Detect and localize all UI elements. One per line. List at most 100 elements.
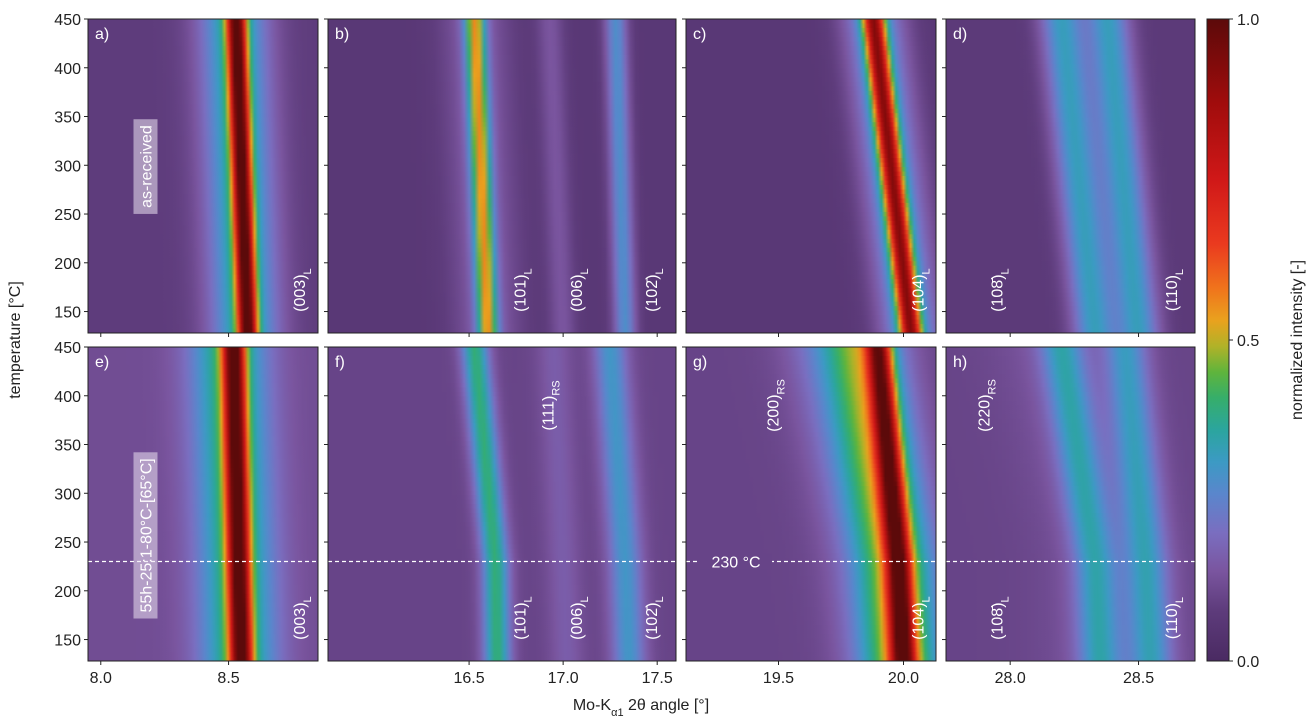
- heatmap-row: [686, 423, 936, 429]
- heatmap-row: [686, 306, 936, 312]
- heatmap-row: [946, 486, 1195, 492]
- heatmap-row: [88, 113, 318, 119]
- heatmap-row: [328, 562, 676, 568]
- heatmap-row: [328, 396, 676, 402]
- peak-label-phase: L: [999, 268, 1011, 274]
- heatmap-row: [88, 315, 318, 321]
- heatmap-row: [686, 153, 936, 159]
- heatmap-row: [88, 602, 318, 608]
- heatmap-row: [328, 504, 676, 510]
- peak-label-text: (111): [541, 396, 558, 431]
- heatmap-row: [88, 306, 318, 312]
- heatmap-row: [686, 167, 936, 173]
- heatmap-row: [686, 382, 936, 388]
- heatmap-row: [88, 373, 318, 379]
- heatmap-row: [686, 292, 936, 298]
- heatmap-row: [88, 535, 318, 541]
- heatmap-row: [946, 477, 1195, 483]
- peak-label-phase: L: [921, 596, 933, 602]
- heatmap-row: [88, 526, 318, 532]
- heatmap-row: [686, 171, 936, 177]
- heatmap-row: [686, 391, 936, 397]
- heatmap-row: [328, 198, 676, 204]
- heatmap-row: [686, 584, 936, 590]
- peak-label-text: (220): [977, 394, 994, 431]
- heatmap-row: [946, 126, 1195, 132]
- heatmap-row: [686, 27, 936, 34]
- x-axis-label-sub: α1: [611, 707, 623, 719]
- heatmap-row: [946, 387, 1195, 393]
- panel-label: c): [693, 26, 706, 43]
- heatmap-row: [686, 297, 936, 303]
- heatmap-row: [686, 571, 936, 577]
- heatmap-row: [946, 54, 1195, 60]
- heatmap-row: [88, 369, 318, 375]
- panel-frame: [945, 18, 1196, 334]
- heatmap-row: [88, 647, 318, 653]
- heatmap-row: [88, 180, 318, 186]
- heatmap-row: [946, 504, 1195, 510]
- heatmap-row: [686, 400, 936, 406]
- heatmap-row: [686, 274, 936, 280]
- heatmap-row: [946, 638, 1195, 644]
- x-tick-label: 8.0: [90, 670, 112, 687]
- heatmap-row: [88, 652, 318, 658]
- heatmap-row: [686, 508, 936, 514]
- heatmap-row: [946, 539, 1195, 545]
- heatmap-row: [686, 270, 936, 276]
- heatmap-row: [328, 436, 676, 442]
- heatmap-row: [88, 167, 318, 173]
- heatmap-row: [946, 499, 1195, 505]
- heatmap-row: [328, 589, 676, 595]
- heatmap-row: [946, 629, 1195, 635]
- heatmap-row: [686, 117, 936, 123]
- heatmap-row: [946, 620, 1195, 626]
- heatmap-row: [88, 382, 318, 388]
- heatmap-row: [946, 328, 1195, 333]
- heatmap-row: [88, 508, 318, 514]
- heatmap-row: [328, 638, 676, 644]
- heatmap-row: [946, 472, 1195, 478]
- panel-frame: [327, 18, 677, 334]
- peak-label: (003)L: [292, 268, 314, 311]
- panel-frame: [945, 346, 1196, 662]
- heatmap-row: [328, 189, 676, 195]
- y-tick-label: 300: [54, 486, 81, 503]
- heatmap-row: [686, 580, 936, 586]
- heatmap-row: [946, 521, 1195, 528]
- heatmap-row: [88, 77, 318, 83]
- heatmap-row: [88, 414, 318, 420]
- peak-label-phase: L: [999, 596, 1011, 602]
- heatmap-row: [88, 400, 318, 406]
- heatmap-row: [946, 288, 1195, 294]
- heatmap-row: [328, 122, 676, 128]
- row-label: as-received: [139, 125, 156, 208]
- heatmap-row: [686, 279, 936, 285]
- heatmap-row: [88, 378, 318, 384]
- heatmap-row: [328, 319, 676, 325]
- heatmap-row: [328, 553, 676, 559]
- heatmap-row: [88, 108, 318, 114]
- peak-label-text: (003): [292, 274, 309, 311]
- x-tick-label: 20.0: [888, 670, 919, 687]
- heatmap-row: [686, 90, 936, 96]
- heatmap-row: [686, 158, 936, 164]
- heatmap-row: [686, 607, 936, 613]
- heatmap-row: [946, 347, 1195, 353]
- peak-label-phase: L: [523, 268, 535, 274]
- heatmap-row: [946, 50, 1195, 56]
- colorbar-label: normalized intensity [-]: [1289, 260, 1306, 420]
- heatmap-row: [88, 396, 318, 402]
- heatmap-row: [88, 153, 318, 159]
- heatmap-row: [686, 517, 936, 523]
- heatmap-row: [686, 122, 936, 128]
- row-label: 55h-25:1-80°C-[65°C]: [139, 458, 156, 612]
- heatmap-row: [328, 472, 676, 478]
- heatmap-row: [88, 638, 318, 644]
- heatmap-row: [686, 328, 936, 333]
- heatmap-row: [686, 45, 936, 51]
- heatmap-row: [946, 216, 1195, 222]
- heatmap-row: [88, 54, 318, 60]
- heatmap-row: [328, 50, 676, 56]
- heatmap-row: [946, 180, 1195, 186]
